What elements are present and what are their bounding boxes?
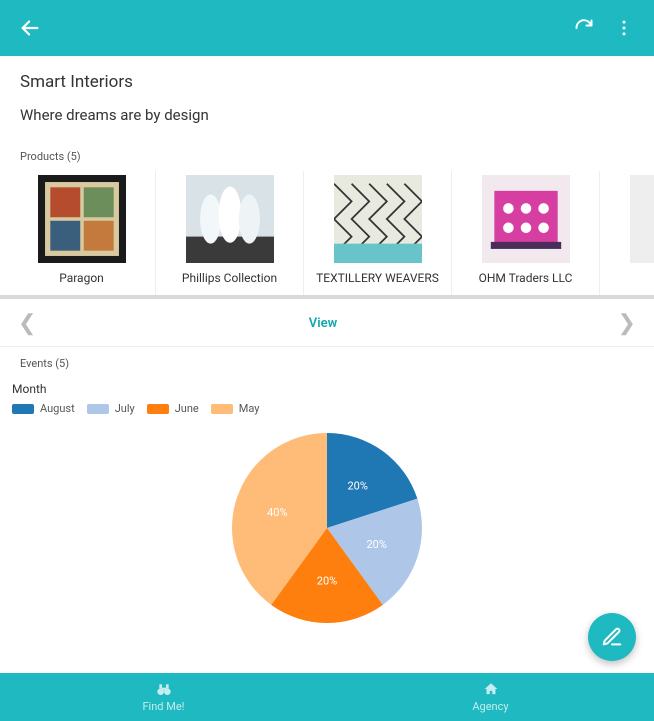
product-label: Paragon bbox=[59, 271, 104, 285]
legend-label: August bbox=[40, 402, 75, 415]
product-label: TEXTILLERY WEAVERS bbox=[316, 271, 439, 285]
page-subtitle: Where dreams are by design bbox=[20, 106, 634, 124]
pie-slice-label: 20% bbox=[317, 574, 337, 587]
back-icon[interactable] bbox=[10, 8, 50, 48]
pie-slice-label: 40% bbox=[267, 506, 287, 519]
product-label: Phillips Collection bbox=[182, 271, 277, 285]
compose-fab[interactable] bbox=[588, 613, 636, 661]
events-section-label: Events (5) bbox=[0, 347, 654, 376]
more-icon[interactable] bbox=[604, 8, 644, 48]
legend-item: July bbox=[87, 402, 135, 415]
product-strip[interactable]: Paragon Phillips Collection TEXTILLERY W… bbox=[0, 171, 654, 299]
events-chart: Month August July June May 20% 20% 20% 40% bbox=[0, 376, 654, 633]
product-card[interactable]: OHM Traders LLC bbox=[452, 171, 600, 295]
products-section-label: Products (5) bbox=[0, 134, 654, 171]
product-card[interactable]: Phillips Collection bbox=[156, 171, 304, 295]
product-card[interactable]: Phero bbox=[600, 171, 654, 295]
product-thumb bbox=[186, 175, 274, 263]
legend-label: July bbox=[115, 402, 135, 415]
product-thumb bbox=[38, 175, 126, 263]
chart-caption: Month bbox=[8, 382, 646, 396]
legend-swatch bbox=[87, 404, 109, 414]
product-card[interactable]: Paragon bbox=[8, 171, 156, 295]
legend-swatch bbox=[147, 404, 169, 414]
product-thumb bbox=[334, 175, 422, 263]
chevron-left-icon[interactable]: ❮ bbox=[12, 307, 42, 340]
pie-slice-label: 20% bbox=[348, 480, 368, 493]
refresh-icon[interactable] bbox=[564, 8, 604, 48]
bottom-nav: Find Me! Agency bbox=[0, 673, 654, 721]
pie-chart: 20% 20% 20% 40% bbox=[222, 423, 432, 633]
tab-label: Find Me! bbox=[142, 700, 184, 713]
chart-legend: August July June May bbox=[8, 402, 646, 415]
pie-slice-label: 20% bbox=[366, 538, 386, 551]
product-thumb bbox=[482, 175, 570, 263]
product-card[interactable]: TEXTILLERY WEAVERS bbox=[304, 171, 452, 295]
legend-label: June bbox=[175, 402, 199, 415]
legend-item: August bbox=[12, 402, 75, 415]
product-label: OHM Traders LLC bbox=[479, 271, 573, 285]
legend-item: May bbox=[211, 402, 260, 415]
tab-label: Agency bbox=[472, 700, 508, 713]
products-nav-row: ❮ View ❯ bbox=[0, 299, 654, 347]
legend-swatch bbox=[12, 404, 34, 414]
app-bar bbox=[0, 0, 654, 56]
view-link[interactable]: View bbox=[309, 316, 345, 331]
tab-agency[interactable]: Agency bbox=[327, 673, 654, 721]
product-thumb bbox=[630, 175, 654, 263]
binoculars-icon bbox=[156, 682, 172, 699]
legend-swatch bbox=[211, 404, 233, 414]
legend-label: May bbox=[239, 402, 260, 415]
home-icon bbox=[483, 682, 499, 699]
page-title: Smart Interiors bbox=[20, 72, 634, 92]
main-content: Smart Interiors Where dreams are by desi… bbox=[0, 56, 654, 673]
tab-find-me[interactable]: Find Me! bbox=[0, 673, 327, 721]
chevron-right-icon[interactable]: ❯ bbox=[612, 307, 642, 340]
legend-item: June bbox=[147, 402, 199, 415]
